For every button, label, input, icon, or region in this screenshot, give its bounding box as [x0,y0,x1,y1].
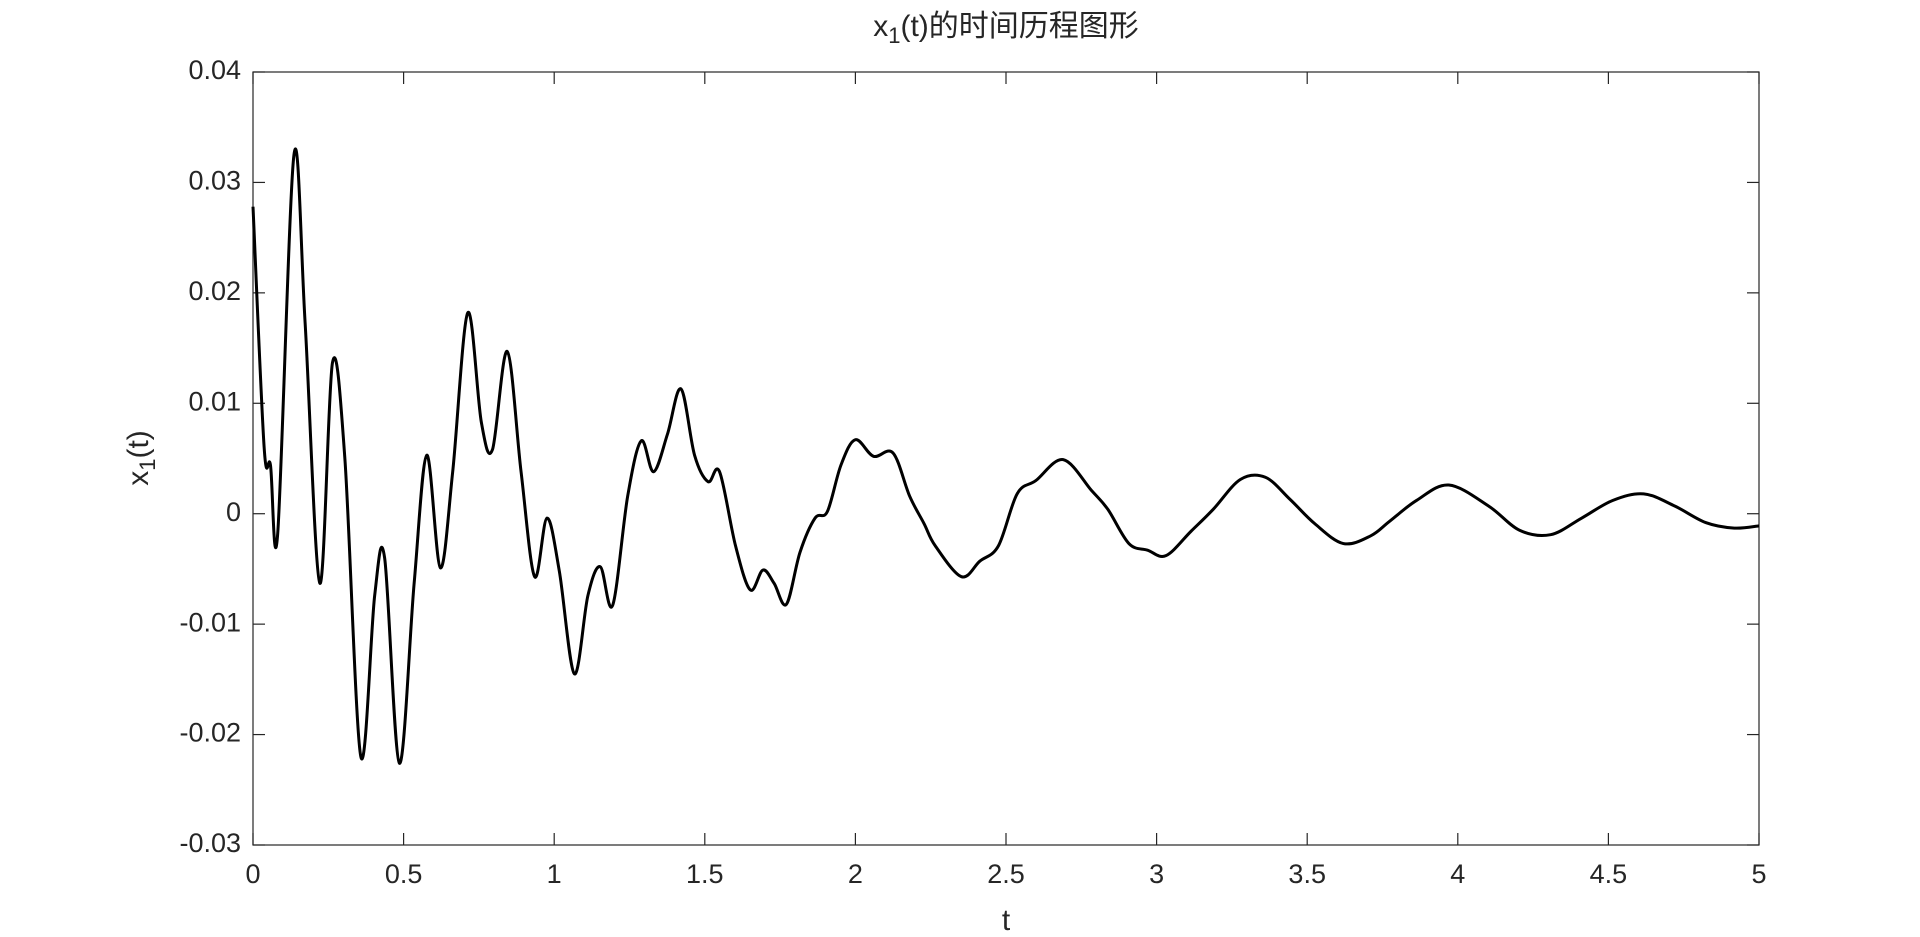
x-tick-label: 0.5 [385,859,423,889]
x-axis-label: t [1002,904,1011,937]
y-tick-label: 0.04 [188,55,241,85]
x-tick-label: 5 [1751,859,1766,889]
x-tick-label: 4 [1450,859,1465,889]
title-base: x [873,10,888,43]
y-tick-label: 0.02 [188,276,241,306]
y-axis-label: x1(t) [122,430,160,486]
x-tick-label: 1 [547,859,562,889]
data-line [251,147,1760,765]
x-tick-label: 3 [1149,859,1164,889]
y-tick-label: 0.03 [188,166,241,196]
plot-frame [252,71,1760,846]
y-tick-label: 0.01 [188,386,241,416]
title-subscript: 1 [888,23,900,48]
chart-title: x1(t)的时间历程图形 [873,10,1139,48]
ylabel-subscript: 1 [135,459,160,471]
x-tick-label: 0 [245,859,260,889]
title-rest: (t)的时间历程图形 [900,10,1138,43]
x-tick-label: 3.5 [1288,859,1326,889]
ylabel-rest: (t) [122,430,155,458]
x-tick-label: 1.5 [686,859,724,889]
y-tick-label: -0.03 [179,828,241,858]
y-tick-label: 0 [226,497,241,527]
x-tick-label: 4.5 [1590,859,1628,889]
x-tick-label: 2 [848,859,863,889]
y-tick-label: -0.02 [179,718,241,748]
y-tick-label: -0.01 [179,607,241,637]
x-tick-label: 2.5 [987,859,1025,889]
ylabel-base: x [122,471,155,486]
